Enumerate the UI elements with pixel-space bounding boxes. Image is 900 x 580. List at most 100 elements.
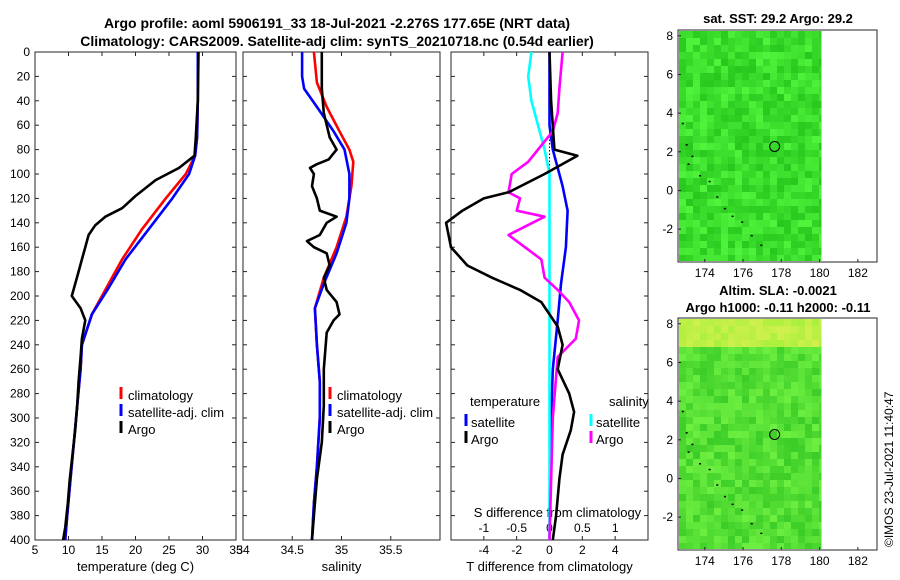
sst-map-data-cell [749, 255, 756, 261]
temperature-panel: 0204060801001201401601802002202402602803… [10, 45, 243, 574]
sla-map-data-cell [714, 543, 721, 549]
sla-map-data-cell [791, 410, 798, 417]
sla-map-data-cell [791, 361, 798, 368]
sst-map-data-cell [707, 87, 714, 94]
sla-map-data-cell [693, 333, 700, 340]
sst-map-data-cell [679, 129, 686, 136]
sst-map-data-cell [805, 213, 812, 220]
sla-map-data-cell [707, 543, 714, 549]
sla-map-data-cell [791, 452, 798, 459]
sla-map-data-cell [679, 438, 686, 445]
sst-map-data-cell [679, 234, 686, 241]
sla-map-data-cell [693, 438, 700, 445]
sst-map-data-cell [791, 206, 798, 213]
sst-map-data-cell [735, 80, 742, 87]
sst-map-data-cell [721, 87, 728, 94]
sst-map-data-cell [798, 136, 805, 143]
sla-map-data-cell [707, 501, 714, 508]
sla-map-data-cell [742, 340, 749, 347]
sla-map-data-cell [714, 529, 721, 536]
sla-map-data-cell [798, 543, 805, 549]
sst-map-data-cell [742, 31, 749, 38]
sst-map-data-cell [784, 66, 791, 73]
sst-map-data-cell [749, 122, 756, 129]
sst-map-data-cell [749, 248, 756, 255]
sla-map-data-cell [728, 494, 735, 501]
sla-map-data-cell [721, 501, 728, 508]
sla-map-data-cell [791, 543, 798, 549]
sst-map-data-cell [770, 206, 777, 213]
sla-map-data-cell [735, 396, 742, 403]
sst-map-data-cell [784, 213, 791, 220]
sst-map-data-cell [791, 241, 798, 248]
sla-map-data-cell [735, 508, 742, 515]
sst-map-data-cell [686, 150, 693, 157]
sst-map-data-cell [700, 241, 707, 248]
sla-map-data-cell [805, 480, 812, 487]
sst-map-data-cell [819, 206, 822, 213]
sst-map-data-cell [679, 94, 686, 101]
sla-map-data-cell [728, 480, 735, 487]
sst-map-data-cell [819, 220, 822, 227]
sla-map-data-cell [791, 445, 798, 452]
sla-map-data-cell [763, 340, 770, 347]
depth-tick-label: 60 [17, 118, 31, 132]
sla-map-data-cell [707, 452, 714, 459]
sla-map-data-cell [812, 487, 819, 494]
sst-map-data-cell [784, 248, 791, 255]
sst-map-data-cell [805, 129, 812, 136]
island-marker [723, 495, 726, 498]
sst-map-data-cell [819, 101, 822, 108]
sst-map-data-cell [693, 171, 700, 178]
sla-map-data-cell [714, 473, 721, 480]
sst-map-data-cell [805, 80, 812, 87]
sst-map-data-cell [812, 45, 819, 52]
sst-map-data-cell [707, 94, 714, 101]
sst-map-data-cell [714, 66, 721, 73]
sla-map-data-cell [777, 340, 784, 347]
depth-tick-label: 300 [10, 411, 30, 425]
sla-map-data-cell [819, 431, 822, 438]
sla-map-data-cell [735, 522, 742, 529]
sst-map-data-cell [742, 129, 749, 136]
sla-map-data-cell [819, 375, 822, 382]
sst-map-data-cell [728, 101, 735, 108]
sla-map-data-cell [756, 375, 763, 382]
sla-map-data-cell [819, 389, 822, 396]
sst-map-data-cell [756, 73, 763, 80]
sla-map-data-cell [686, 361, 693, 368]
sst-map-data-cell [784, 143, 791, 150]
sla-map-data-cell [693, 347, 700, 354]
salinity-series-line [300, 52, 351, 541]
sla-map-data-cell [791, 403, 798, 410]
sla-map-data-cell [791, 466, 798, 473]
sst-map-data-cell [819, 38, 822, 45]
sst-map-data-cell [735, 73, 742, 80]
sst-map-data-cell [763, 164, 770, 171]
sla-map-data-cell [679, 333, 686, 340]
sst-map-data-cell [819, 185, 822, 192]
sla-map-data-cell [735, 529, 742, 536]
sla-map-data-cell [749, 410, 756, 417]
sla-map-data-cell [763, 403, 770, 410]
sst-map-data-cell [777, 255, 784, 261]
sst-map-data-cell [679, 122, 686, 129]
sla-map-data-cell [819, 326, 822, 333]
sst-map-data-cell [798, 178, 805, 185]
sla-map-data-cell [763, 543, 770, 549]
sla-map-data-cell [707, 529, 714, 536]
sst-map-data-cell [721, 234, 728, 241]
sst-map-data-cell [693, 220, 700, 227]
sst-map-data-cell [735, 115, 742, 122]
sst-map-data-cell [714, 192, 721, 199]
sst-map-data-cell [770, 136, 777, 143]
sst-map-data-cell [756, 38, 763, 45]
temperature-axes-box [34, 51, 237, 541]
sla-map-data-cell [735, 375, 742, 382]
sst-map-data-cell [812, 122, 819, 129]
sst-map-data-cell [721, 115, 728, 122]
sla-map-data-cell [791, 508, 798, 515]
sst-map-data-cell [735, 185, 742, 192]
sla-map-data-cell [756, 389, 763, 396]
sst-map-data-cell [679, 73, 686, 80]
